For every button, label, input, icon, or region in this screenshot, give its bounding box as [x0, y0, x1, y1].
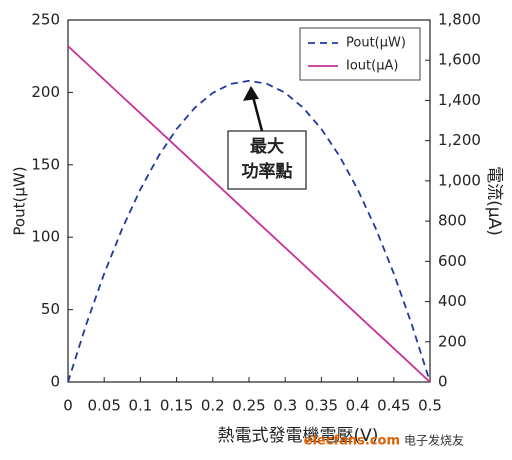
x-tick-label: 0.5 [418, 397, 442, 415]
y-tick-label: 150 [31, 155, 60, 173]
y2-tick-label: 400 [438, 292, 467, 310]
y2-tick-label: 0 [438, 373, 448, 391]
x-tick-label: 0.35 [305, 397, 338, 415]
x-tick-label: 0.15 [160, 397, 193, 415]
y2-tick-label: 200 [438, 332, 467, 350]
x-tick-label: 0.2 [201, 397, 225, 415]
x-tick-label: 0.05 [87, 397, 120, 415]
annotation-text: 最大 [250, 136, 284, 157]
legend-label: Pout(μW) [346, 36, 406, 51]
x-tick-label: 0.4 [346, 397, 370, 415]
watermark: 电子发烧友 [404, 433, 464, 448]
y-axis-label: Pout(μW) [11, 166, 29, 235]
x-tick-label: 0.25 [232, 397, 265, 415]
x-tick-label: 0.3 [273, 397, 297, 415]
y-tick-label: 200 [31, 83, 60, 101]
data-line [67, 79, 431, 383]
x-tick-label: 0 [63, 397, 73, 415]
x-axis-label: 熱電式發電機電壓(V) [218, 426, 379, 446]
x-tick-label: 0.45 [377, 397, 410, 415]
annotation-arrowhead [243, 85, 259, 101]
y2-tick-label: 1,200 [438, 131, 481, 149]
y-tick-label: 100 [31, 228, 60, 246]
y-tick-label: 250 [31, 11, 60, 29]
y2-tick-label: 800 [438, 212, 467, 230]
annotation-box [227, 130, 307, 190]
y2-tick-label: 600 [438, 252, 467, 270]
data-line [67, 45, 431, 383]
y2-tick-label: 1,400 [438, 91, 481, 109]
y2-tick-label: 1,800 [438, 11, 481, 29]
x-tick-label: 0.1 [128, 397, 152, 415]
y2-tick-label: 1,000 [438, 171, 481, 189]
y2-tick-label: 1,600 [438, 51, 481, 69]
y2-axis-label: 電流(μA) [484, 166, 504, 236]
y-tick-label: 0 [50, 373, 60, 391]
y-tick-label: 50 [41, 300, 60, 318]
legend-label: Iout(μA) [346, 59, 398, 74]
annotation-text: 功率點 [242, 161, 293, 182]
legend-box [299, 27, 421, 81]
watermark: elecfans.com [304, 434, 400, 449]
